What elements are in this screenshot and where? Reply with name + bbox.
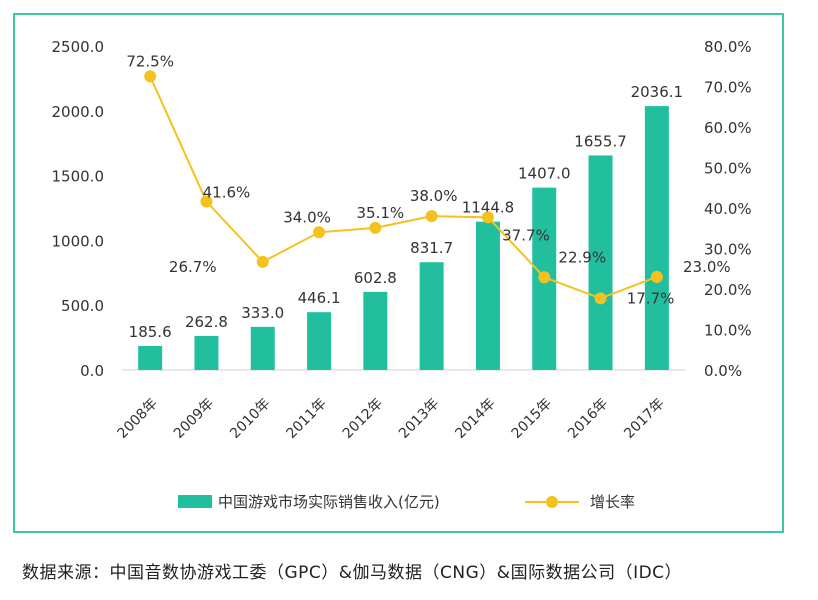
y-right-tick-label: 60.0% — [704, 119, 752, 137]
y-left-tick-label: 0.0 — [80, 362, 104, 380]
bar — [307, 312, 332, 370]
x-tick-label: 2012年 — [340, 396, 386, 442]
bar-data-label: 185.6 — [129, 323, 172, 341]
y-right-tick-label: 50.0% — [704, 160, 752, 178]
y-right-tick-label: 30.0% — [704, 241, 752, 259]
y-right-tick-label: 40.0% — [704, 200, 752, 218]
y-left-tick-label: 2000.0 — [52, 103, 105, 121]
growth-rate-point — [538, 271, 551, 284]
growth-rate-point — [425, 210, 438, 223]
y-left-tick-label: 1000.0 — [52, 232, 105, 250]
x-tick-label: 2011年 — [283, 396, 329, 442]
bar — [250, 326, 275, 370]
bar — [644, 106, 669, 371]
bar-data-label: 831.7 — [410, 239, 453, 257]
y-right-tick-label: 70.0% — [704, 79, 752, 97]
bar-data-label: 333.0 — [241, 304, 284, 322]
line-data-label: 35.1% — [357, 204, 405, 222]
line-data-label: 17.7% — [627, 289, 675, 307]
line-data-label: 41.6% — [203, 184, 251, 202]
bar — [194, 335, 219, 370]
x-tick-label: 2013年 — [396, 396, 442, 442]
y-left-tick-label: 2500.0 — [52, 38, 105, 56]
line-data-label: 23.0% — [683, 258, 731, 276]
x-tick-label: 2009年 — [171, 396, 217, 442]
x-tick-label: 2015年 — [509, 396, 555, 442]
growth-rate-point — [481, 211, 494, 224]
growth-rate-point — [256, 255, 269, 268]
line-data-label: 26.7% — [169, 258, 217, 276]
bar-data-label: 262.8 — [185, 313, 228, 331]
bar — [138, 345, 163, 370]
line-data-label: 22.9% — [558, 248, 606, 266]
y-right-tick-label: 10.0% — [704, 322, 752, 340]
x-tick-label: 2008年 — [115, 396, 161, 442]
x-tick-label: 2016年 — [565, 396, 611, 442]
chart: 0.0 500.0 1000.0 1500.0 2000.0 2500.0 0.0% 10.0… — [52, 38, 752, 511]
y-right-tick-label: 80.0% — [704, 38, 752, 56]
bar — [419, 262, 444, 370]
y-right-tick-label: 0.0% — [704, 362, 742, 380]
line-data-label: 38.0% — [410, 187, 458, 205]
bar-data-label: 1407.0 — [518, 165, 571, 183]
x-tick-label: 2010年 — [227, 396, 273, 442]
growth-rate-point — [369, 221, 382, 234]
bar-data-label: 1144.8 — [462, 199, 515, 217]
legend-bar-swatch — [178, 495, 212, 508]
source-note: 数据来源：中国音数协游戏工委（GPC）&伽马数据（CNG）&国际数据公司（IDC… — [22, 563, 683, 583]
bar — [588, 155, 613, 370]
growth-rate-point — [200, 195, 213, 208]
growth-rate-line — [149, 75, 658, 300]
bar-data-label: 2036.1 — [631, 83, 684, 101]
legend-line-label: 增长率 — [590, 493, 635, 511]
bar-data-label: 1655.7 — [574, 132, 627, 150]
legend-bar-label: 中国游戏市场实际销售收入(亿元) — [218, 493, 440, 511]
line-data-label: 34.0% — [283, 208, 331, 226]
legend-line-marker — [546, 496, 558, 508]
bar — [475, 221, 500, 370]
bar-data-label: 602.8 — [354, 269, 397, 287]
y-right-tick-label: 20.0% — [704, 281, 752, 299]
growth-rate-point — [144, 70, 157, 83]
chart-frame — [13, 13, 784, 533]
growth-rate-point — [313, 226, 326, 239]
x-tick-label: 2014年 — [452, 396, 498, 442]
x-tick-label: 2017年 — [621, 396, 667, 442]
growth-rate-point — [594, 292, 607, 305]
bar — [363, 291, 388, 370]
bar-data-label: 446.1 — [298, 289, 341, 307]
y-left-tick-label: 1500.0 — [52, 168, 105, 186]
line-data-label: 37.7% — [502, 226, 550, 244]
y-left-tick-label: 500.0 — [61, 297, 104, 315]
growth-rate-point — [650, 270, 663, 283]
line-data-label: 72.5% — [126, 52, 174, 70]
